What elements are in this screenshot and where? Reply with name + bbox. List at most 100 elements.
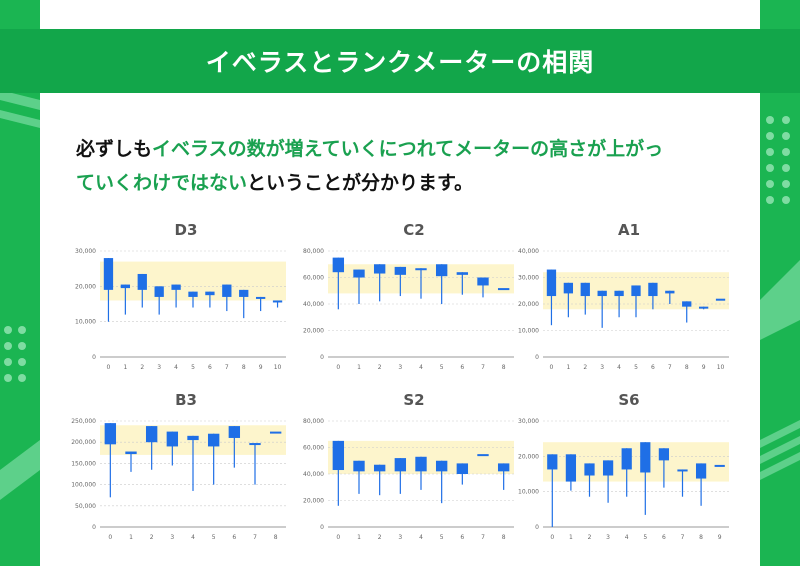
y-tick-label: 30,000 xyxy=(518,275,539,282)
x-tick-label: 7 xyxy=(225,364,229,371)
x-tick-label: 2 xyxy=(378,364,382,371)
caption-highlight: イベラスの数が増えていくにつれてメーターの高さが上がっ xyxy=(152,138,664,160)
candle-body xyxy=(272,300,283,303)
y-tick-label: 0 xyxy=(92,354,96,361)
x-tick-label: 8 xyxy=(685,364,689,371)
candle-body xyxy=(120,284,131,289)
candle-body xyxy=(648,282,658,297)
candle-body xyxy=(602,460,614,476)
candle-body xyxy=(249,443,261,446)
candle-body xyxy=(353,460,365,472)
candle-body xyxy=(125,451,137,455)
x-tick-label: 2 xyxy=(150,534,154,541)
title-banner: イベラスとランクメーターの相関 xyxy=(0,29,800,93)
y-tick-label: 0 xyxy=(320,524,324,531)
x-tick-label: 6 xyxy=(662,534,666,541)
x-tick-label: 4 xyxy=(191,534,195,541)
candle-body xyxy=(456,272,469,275)
x-tick-label: 3 xyxy=(157,364,161,371)
y-tick-label: 10,000 xyxy=(75,319,96,326)
candle-body xyxy=(435,264,448,277)
candle-body xyxy=(563,282,574,294)
candle-body xyxy=(640,442,651,473)
y-tick-label: 100,000 xyxy=(71,482,96,489)
x-tick-label: 4 xyxy=(174,364,178,371)
candle-body xyxy=(658,448,670,461)
x-tick-label: 3 xyxy=(170,534,174,541)
candle-body xyxy=(255,296,266,299)
chart-title: A1 xyxy=(618,221,640,239)
candle-body xyxy=(580,282,590,297)
candle-body xyxy=(415,268,427,271)
x-tick-label: 8 xyxy=(502,364,506,371)
candle-body xyxy=(332,440,345,471)
y-tick-label: 10,000 xyxy=(518,489,539,496)
y-tick-label: 20,000 xyxy=(518,301,539,308)
y-tick-label: 200,000 xyxy=(71,439,96,446)
candle-body xyxy=(104,423,117,445)
candle-body xyxy=(631,285,641,297)
y-tick-label: 30,000 xyxy=(518,418,539,425)
y-tick-label: 20,000 xyxy=(303,328,324,335)
x-tick-label: 5 xyxy=(643,534,647,541)
candle-body xyxy=(597,290,607,297)
x-tick-label: 8 xyxy=(274,534,278,541)
x-tick-label: 5 xyxy=(440,534,444,541)
candle-body xyxy=(373,464,386,472)
x-tick-label: 7 xyxy=(481,364,485,371)
y-tick-label: 40,000 xyxy=(303,471,324,478)
y-tick-label: 60,000 xyxy=(303,445,324,452)
y-tick-label: 250,000 xyxy=(71,418,96,425)
candle-body xyxy=(456,463,469,474)
chart-title: B3 xyxy=(175,391,197,409)
candle-body xyxy=(332,257,345,273)
candle-body xyxy=(677,469,688,472)
x-tick-label: 1 xyxy=(123,364,127,371)
x-tick-label: 7 xyxy=(681,534,685,541)
chart-a1: A1 0 10,000 20,000 30,000 40,000 0 1 2 3 4 5 6 7 8 9 10 xyxy=(518,221,729,371)
candle-body xyxy=(239,289,249,297)
x-tick-label: 7 xyxy=(253,534,257,541)
y-tick-label: 40,000 xyxy=(303,301,324,308)
x-tick-label: 1 xyxy=(129,534,133,541)
x-tick-label: 6 xyxy=(460,364,464,371)
y-tick-label: 20,000 xyxy=(518,453,539,460)
caption-text: 必ずしも xyxy=(76,138,153,160)
candle-body xyxy=(695,463,707,479)
x-tick-label: 8 xyxy=(699,534,703,541)
x-tick-label: 1 xyxy=(357,534,361,541)
candle-body xyxy=(546,269,557,297)
page-title: イベラスとランクメーターの相関 xyxy=(205,48,595,77)
x-tick-label: 9 xyxy=(259,364,263,371)
x-tick-label: 3 xyxy=(600,364,604,371)
y-tick-label: 20,000 xyxy=(75,283,96,290)
x-tick-label: 3 xyxy=(398,534,402,541)
right-decoration xyxy=(760,116,800,480)
candle-body xyxy=(547,454,558,470)
x-tick-label: 6 xyxy=(651,364,655,371)
candle-body xyxy=(714,464,725,467)
x-tick-label: 5 xyxy=(440,364,444,371)
y-tick-label: 40,000 xyxy=(518,248,539,255)
y-tick-label: 60,000 xyxy=(303,275,324,282)
x-tick-label: 6 xyxy=(460,534,464,541)
x-tick-label: 3 xyxy=(398,364,402,371)
y-tick-label: 0 xyxy=(92,524,96,531)
x-tick-label: 8 xyxy=(502,534,506,541)
candle-body xyxy=(207,433,220,447)
x-tick-label: 2 xyxy=(378,534,382,541)
candle-body xyxy=(373,264,386,274)
chart-title: S2 xyxy=(403,391,424,409)
candle-body xyxy=(269,431,282,434)
x-tick-label: 2 xyxy=(140,364,144,371)
x-tick-label: 4 xyxy=(617,364,621,371)
candle-body xyxy=(103,258,114,290)
x-tick-label: 8 xyxy=(242,364,246,371)
y-tick-label: 0 xyxy=(320,354,324,361)
x-tick-label: 2 xyxy=(588,534,592,541)
x-tick-label: 5 xyxy=(212,534,216,541)
candle-body xyxy=(166,431,179,447)
x-tick-label: 4 xyxy=(419,364,423,371)
candle-body xyxy=(394,458,407,472)
